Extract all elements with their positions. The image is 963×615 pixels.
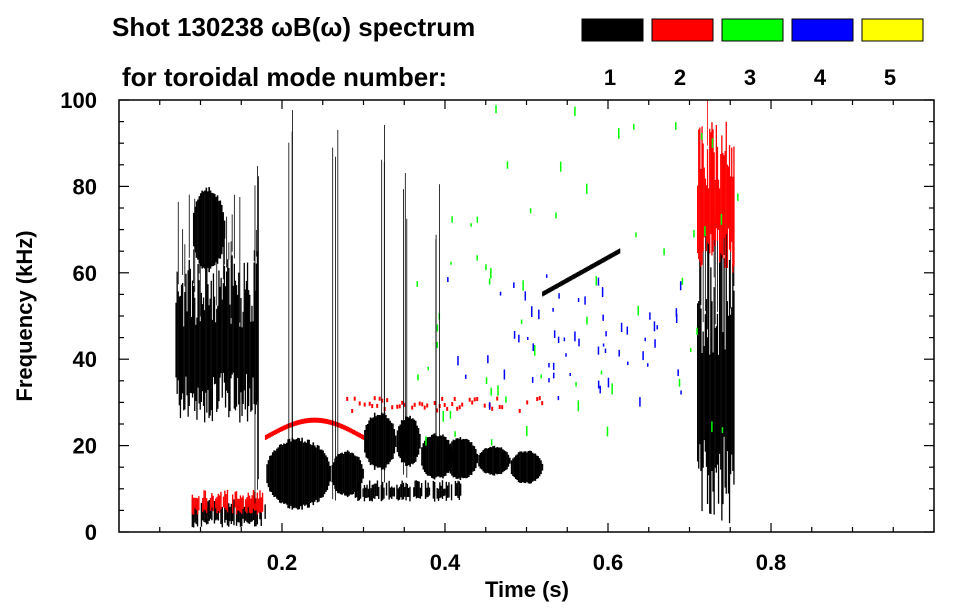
- legend-label-mode-3: 3: [744, 65, 756, 90]
- x-tick-label: 0.4: [430, 550, 461, 575]
- legend-swatch-mode-2: [651, 18, 714, 42]
- x-axis-ticks: 0.2 0.4 0.6 0.8: [159, 100, 894, 575]
- legend-label-mode-4: 4: [814, 65, 827, 90]
- spectrum-data: [175, 100, 739, 528]
- y-axis-label: Frequency (kHz): [12, 230, 37, 401]
- legend-label-mode-1: 1: [604, 65, 616, 90]
- chart-title-line1: Shot 130238 ωB(ω) spectrum: [112, 12, 475, 42]
- legend-swatch-mode-3: [721, 18, 784, 42]
- y-tick-label: 60: [73, 261, 97, 286]
- y-tick-label: 80: [73, 174, 97, 199]
- x-axis-label: Time (s): [485, 577, 569, 602]
- y-tick-label: 40: [73, 347, 97, 372]
- legend-label-mode-5: 5: [884, 65, 896, 90]
- chart-title-line2: for toroidal mode number:: [122, 62, 447, 92]
- x-tick-label: 0.2: [267, 550, 298, 575]
- legend-label-mode-2: 2: [674, 65, 686, 90]
- legend-swatch-mode-4: [791, 18, 854, 42]
- y-tick-label: 0: [85, 520, 97, 545]
- legend: 1 2 3 4 5: [581, 18, 924, 90]
- legend-swatch-mode-5: [861, 18, 924, 42]
- y-tick-label: 100: [60, 88, 97, 113]
- y-axis-ticks: 0 20 40 60 80 100: [60, 88, 934, 545]
- y-tick-label: 20: [73, 434, 97, 459]
- legend-swatch-mode-1: [581, 18, 644, 42]
- x-tick-label: 0.8: [756, 550, 787, 575]
- x-tick-label: 0.6: [593, 550, 624, 575]
